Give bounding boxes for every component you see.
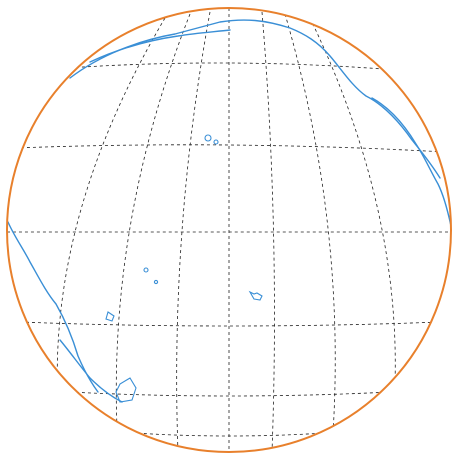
melanesia-islands	[105, 311, 115, 322]
coastline-west	[7, 221, 99, 393]
coastline-southwest	[59, 339, 123, 403]
meridian-line	[115, 13, 191, 449]
micronesia-islands	[143, 267, 149, 273]
coastline-north	[69, 19, 441, 179]
islands	[105, 134, 263, 403]
globe-outline	[6, 7, 452, 453]
parallel-line	[119, 431, 341, 437]
micronesia-islands	[153, 279, 159, 285]
parallel-line	[69, 391, 391, 397]
polynesia-islands	[248, 290, 263, 301]
parallel-line	[14, 144, 446, 153]
hawaii-islands	[204, 134, 212, 142]
parallel-line	[39, 62, 421, 73]
meridian-line	[56, 17, 166, 431]
hawaii-islands	[213, 139, 219, 145]
meridian-line	[284, 13, 336, 449]
globe-body	[7, 8, 451, 452]
meridian-line	[261, 11, 275, 452]
graticule-parallels	[7, 62, 451, 437]
parallel-line	[19, 321, 441, 327]
coastline-aleutians	[89, 29, 231, 63]
new-zealand	[115, 377, 137, 403]
meridian-line	[176, 11, 211, 452]
meridian-line	[309, 17, 396, 431]
coastline-east	[371, 97, 451, 227]
coastlines	[7, 19, 451, 403]
